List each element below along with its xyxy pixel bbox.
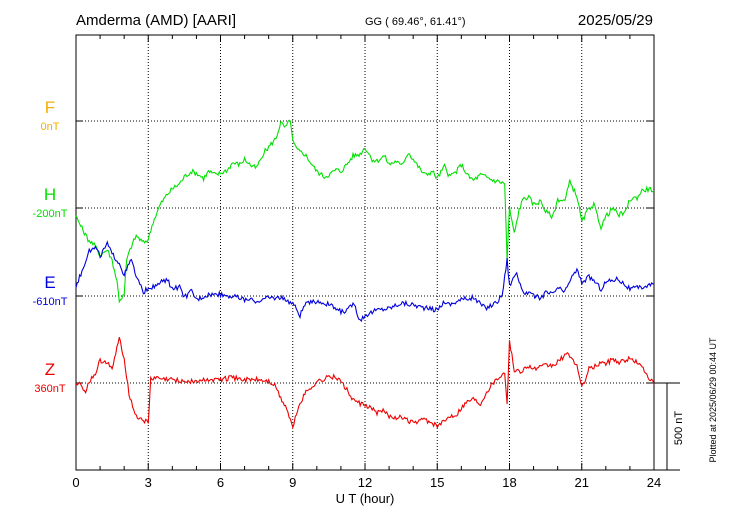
x-tick-label: 18 [502, 475, 516, 490]
x-tick-label: 12 [358, 475, 372, 490]
component-label-h: H [44, 185, 56, 204]
scale-bar [654, 382, 680, 471]
series-layer [75, 119, 655, 430]
component-label-f: F [45, 98, 55, 117]
x-tick-label: 9 [289, 475, 296, 490]
series-line-h [75, 119, 655, 304]
station-coordinates: GG ( 69.46°, 61.41°) [365, 16, 466, 28]
x-tick-label: 15 [430, 475, 444, 490]
component-baseline-e: -610nT [33, 296, 68, 308]
plotted-timestamp: Plotted at 2025/06/29 00:44 UT [708, 337, 718, 463]
x-axis-label: U T (hour) [336, 491, 395, 506]
component-baseline-f: 0nT [41, 121, 60, 133]
component-baseline-z: 360nT [34, 383, 65, 395]
x-tick-label: 0 [72, 475, 79, 490]
series-line-e [75, 240, 655, 323]
scale-bar-label: 500 nT [673, 411, 685, 446]
component-label-z: Z [45, 360, 55, 379]
component-baseline-h: -200nT [33, 208, 68, 220]
component-labels: F 0nT H -200nT E -610nT Z 360nT [33, 98, 68, 395]
chart-date: 2025/05/29 [578, 12, 653, 29]
x-tick-label: 21 [575, 475, 589, 490]
x-tick-label: 3 [145, 475, 152, 490]
x-tick-label: 24 [647, 475, 661, 490]
x-tick-label: 6 [217, 475, 224, 490]
axis-ticks: 0 3 6 9 12 15 18 21 24 [72, 35, 661, 490]
station-title: Amderma (AMD) [AARI] [76, 12, 236, 29]
series-line-z [75, 337, 655, 430]
plot-grid [76, 35, 654, 470]
component-label-e: E [44, 273, 55, 292]
